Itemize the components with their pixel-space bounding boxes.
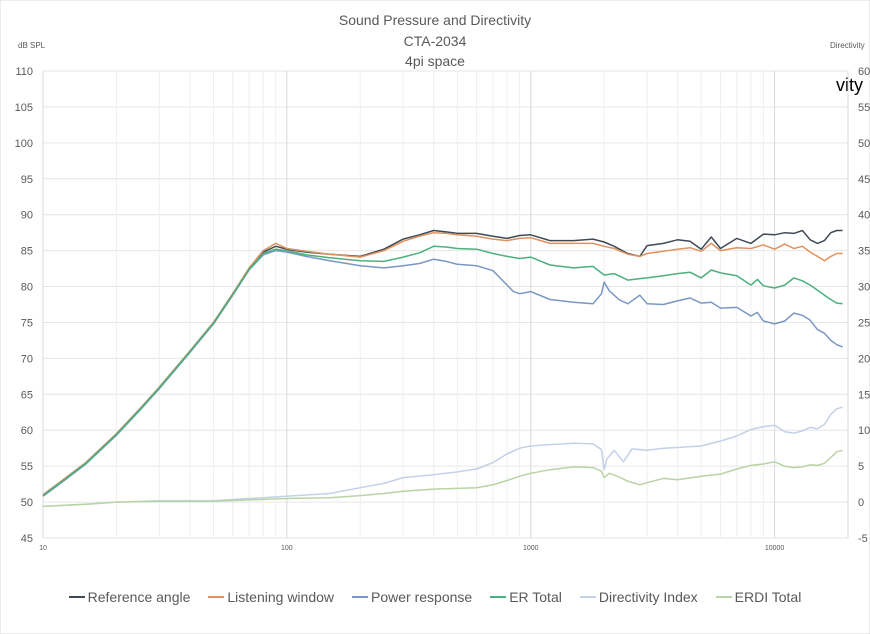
series-line-listening-window	[43, 233, 843, 495]
legend-item: ERDI Total	[716, 589, 802, 605]
y-left-tick-label: 75	[21, 317, 33, 329]
legend-swatch	[490, 596, 506, 598]
y-left-tick-label: 65	[21, 389, 33, 401]
y-right-tick-label: 40	[858, 210, 870, 222]
series-line-reference-angle	[43, 231, 843, 495]
series-line-directivity-index	[43, 407, 843, 506]
legend-item: Listening window	[208, 589, 334, 605]
y-right-tick-label: -5	[858, 533, 868, 545]
y-right-tick-label: 60	[858, 66, 870, 78]
y-left-tick-label: 50	[21, 497, 33, 509]
y-right-tick-label: 45	[858, 174, 870, 186]
series-lines	[43, 231, 843, 507]
legend-label: ER Total	[509, 589, 562, 605]
y-right-tick-label: 35	[858, 246, 870, 258]
y-right-tick-label: 10	[858, 425, 870, 437]
x-tick-label: 10000	[765, 545, 785, 552]
x-tick-label: 100	[281, 545, 293, 552]
y-right-tick-label: 5	[858, 461, 864, 473]
legend-swatch	[208, 596, 224, 598]
chart-legend: Reference angle Listening window Power res…	[0, 586, 870, 608]
legend-label: Directivity Index	[599, 589, 698, 605]
series-line-er-total	[43, 246, 843, 495]
y-left-tick-label: 70	[21, 353, 33, 365]
legend-item: Directivity Index	[580, 589, 698, 605]
y-left-tick-label: 95	[21, 174, 33, 186]
legend-item: Power response	[352, 589, 472, 605]
series-line-power-response	[43, 251, 843, 497]
legend-label: Reference angle	[88, 589, 191, 605]
y-right-tick-label: 50	[858, 138, 870, 150]
legend-label: ERDI Total	[735, 589, 802, 605]
y-right-tick-label: 0	[858, 497, 864, 509]
y-left-tick-label: 105	[15, 102, 33, 114]
legend-label: Listening window	[227, 589, 334, 605]
y-right-tick-label: 20	[858, 353, 870, 365]
y-left-tick-label: 90	[21, 210, 33, 222]
y-right-tick-label: 25	[858, 317, 870, 329]
x-tick-label: 10	[39, 545, 47, 552]
legend-swatch	[352, 596, 368, 598]
y-right-tick-label: 30	[858, 282, 870, 294]
legend-item: ER Total	[490, 589, 562, 605]
y-left-tick-label: 110	[15, 66, 33, 78]
grid-lines	[43, 71, 848, 538]
y-right-tick-label: 15	[858, 389, 870, 401]
y-left-tick-label: 85	[21, 246, 33, 258]
legend-swatch	[716, 596, 732, 598]
y-left-tick-label: 80	[21, 282, 33, 294]
legend-swatch	[580, 596, 596, 598]
series-line-erdi-total	[43, 450, 843, 506]
y-left-tick-label: 55	[21, 461, 33, 473]
y-left-tick-label: 45	[21, 533, 33, 545]
legend-item: Reference angle	[69, 589, 191, 605]
legend-swatch	[69, 596, 85, 598]
y-left-tick-label: 100	[15, 138, 33, 150]
x-tick-label: 1000	[523, 545, 539, 552]
y-left-tick-label: 60	[21, 425, 33, 437]
y-right-tick-label: 55	[858, 102, 870, 114]
legend-label: Power response	[371, 589, 472, 605]
